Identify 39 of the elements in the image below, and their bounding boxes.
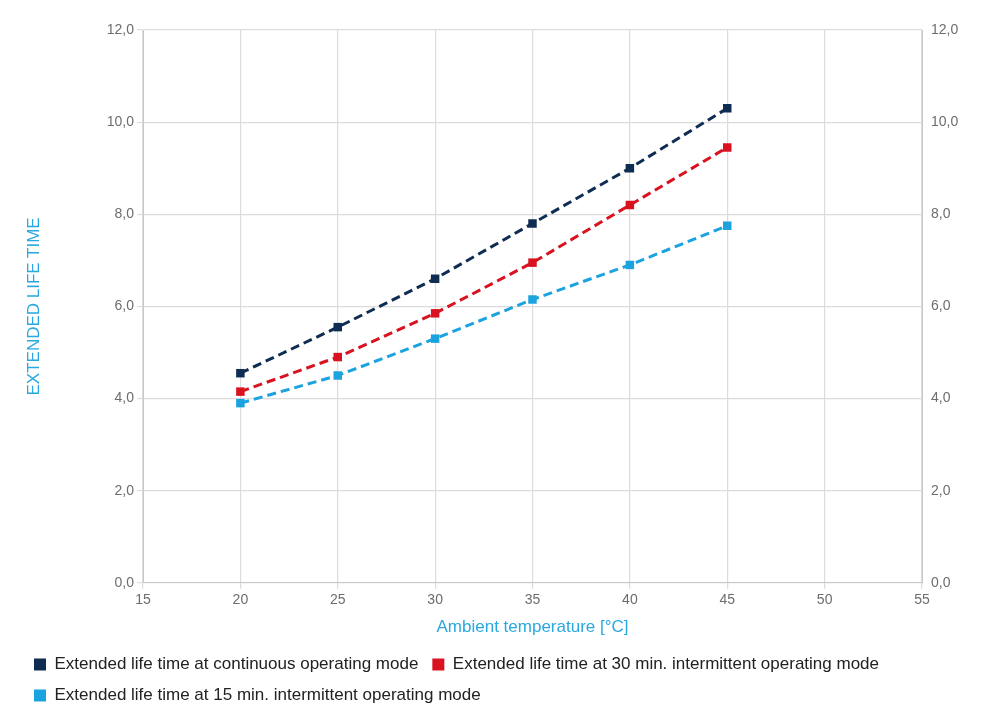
y-tick-label: 0,0 [114, 573, 135, 590]
y2-tick-label: 12,0 [931, 20, 959, 37]
y-tick-label: 2,0 [114, 481, 135, 498]
point [236, 368, 245, 378]
x-axis-title: Ambient temperature [°C] [436, 617, 629, 637]
y-tick-label: 6,0 [114, 297, 135, 314]
x-tick-label: 15 [135, 591, 151, 608]
y-tick-label: 10,0 [106, 112, 135, 129]
legend-label: Extended life time at 15 min. intermittent operating mode [54, 685, 481, 705]
point [723, 143, 732, 152]
y2-tick-label: 4,0 [931, 389, 951, 406]
x-tick-label: 55 [914, 591, 930, 608]
point [333, 371, 342, 380]
point [723, 104, 732, 113]
x-tick-label: 50 [816, 591, 833, 608]
point [430, 334, 440, 343]
y2-tick-label: 6,0 [931, 297, 951, 314]
x-tick-label: 25 [329, 591, 346, 608]
y-axis-title: EXTENDED LIFE TIME [23, 217, 43, 396]
y2-tick-label: 10,0 [931, 112, 959, 129]
point [528, 219, 537, 228]
point [236, 398, 245, 408]
x-tick-label: 35 [524, 591, 541, 608]
y-tick-label: 8,0 [114, 205, 135, 222]
y-tick-label: 4,0 [114, 389, 135, 406]
point [528, 258, 537, 267]
point [430, 309, 440, 318]
y2-tick-label: 0,0 [931, 573, 951, 590]
y2-tick-label: 8,0 [931, 205, 951, 222]
y-tick-label: 12,0 [106, 20, 135, 37]
x-tick-label: 30 [427, 591, 444, 608]
y2-tick-label: 2,0 [931, 481, 951, 498]
legend-label: Extended life time at continuous operating mode [54, 654, 419, 674]
x-tick-label: 40 [622, 591, 638, 608]
point [236, 387, 245, 396]
legend-label: Extended life time at 30 min. intermittent operating mode [452, 654, 880, 674]
x-tick-label: 20 [232, 591, 249, 608]
x-tick-label: 45 [719, 591, 736, 608]
point [528, 295, 537, 304]
